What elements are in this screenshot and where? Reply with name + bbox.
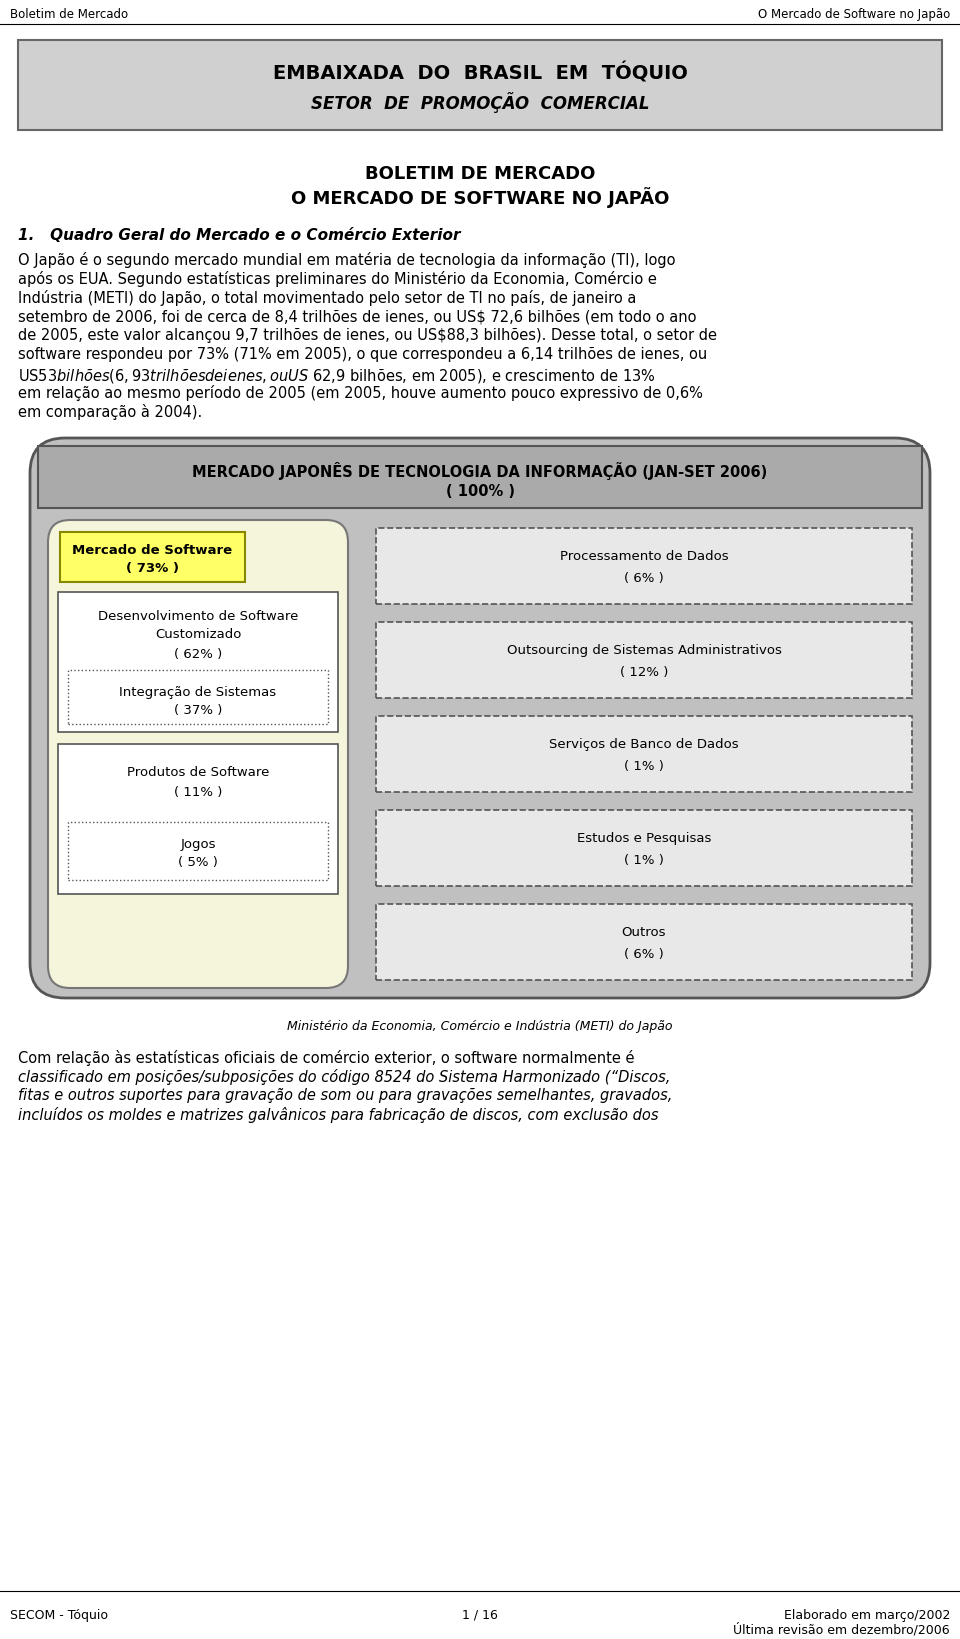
Text: ( 5% ): ( 5% ) — [178, 856, 218, 869]
Text: setembro de 2006, foi de cerca de 8,4 trilhões de ienes, ou US$ 72,6 bilhões (em: setembro de 2006, foi de cerca de 8,4 tr… — [18, 310, 697, 325]
FancyBboxPatch shape — [58, 744, 338, 893]
Text: ( 6% ): ( 6% ) — [624, 947, 664, 960]
Text: Desenvolvimento de Software: Desenvolvimento de Software — [98, 610, 299, 623]
FancyBboxPatch shape — [48, 520, 348, 988]
FancyBboxPatch shape — [60, 533, 245, 582]
Text: Estudos e Pesquisas: Estudos e Pesquisas — [577, 833, 711, 846]
Text: ( 6% ): ( 6% ) — [624, 572, 664, 585]
Text: Customizado: Customizado — [155, 628, 241, 641]
FancyBboxPatch shape — [68, 670, 328, 724]
Text: ( 73% ): ( 73% ) — [126, 562, 179, 575]
Text: em comparação à 2004).: em comparação à 2004). — [18, 403, 203, 420]
Text: Processamento de Dados: Processamento de Dados — [560, 551, 729, 564]
FancyBboxPatch shape — [376, 905, 912, 980]
Text: Indústria (METI) do Japão, o total movimentado pelo setor de TI no país, de jane: Indústria (METI) do Japão, o total movim… — [18, 290, 636, 306]
Text: ( 100% ): ( 100% ) — [445, 484, 515, 498]
Text: Boletim de Mercado: Boletim de Mercado — [10, 8, 128, 21]
Text: 1.   Quadro Geral do Mercado e o Comércio Exterior: 1. Quadro Geral do Mercado e o Comércio … — [18, 228, 461, 243]
Text: Jogos: Jogos — [180, 838, 216, 851]
Text: Elaborado em março/2002: Elaborado em março/2002 — [783, 1609, 950, 1623]
FancyBboxPatch shape — [376, 810, 912, 887]
Text: Ministério da Economia, Comércio e Indústria (METI) do Japão: Ministério da Economia, Comércio e Indús… — [287, 1019, 673, 1033]
Text: ( 1% ): ( 1% ) — [624, 760, 664, 774]
Text: Última revisão em dezembro/2006: Última revisão em dezembro/2006 — [733, 1623, 950, 1636]
Text: Produtos de Software: Produtos de Software — [127, 765, 269, 779]
FancyBboxPatch shape — [18, 39, 942, 129]
Text: O MERCADO DE SOFTWARE NO JAPÃO: O MERCADO DE SOFTWARE NO JAPÃO — [291, 187, 669, 208]
Text: MERCADO JAPONÊS DE TECNOLOGIA DA INFORMAÇÃO (JAN-SET 2006): MERCADO JAPONÊS DE TECNOLOGIA DA INFORMA… — [192, 462, 768, 480]
Text: US$ 53 bilhões (6,93 trilhões de ienes, ou  US$ 62,9 bilhões, em 2005), e cresci: US$ 53 bilhões (6,93 trilhões de ienes, … — [18, 365, 656, 385]
Text: classificado em posições/subposições do código 8524 do Sistema Harmonizado (“Dis: classificado em posições/subposições do … — [18, 1069, 670, 1085]
Text: BOLETIM DE MERCADO: BOLETIM DE MERCADO — [365, 166, 595, 184]
Text: ( 62% ): ( 62% ) — [174, 647, 222, 661]
Text: EMBAIXADA  DO  BRASIL  EM  TÓQUIO: EMBAIXADA DO BRASIL EM TÓQUIO — [273, 62, 687, 84]
Text: Serviços de Banco de Dados: Serviços de Banco de Dados — [549, 738, 739, 751]
Text: Mercado de Software: Mercado de Software — [72, 544, 232, 557]
Text: fitas e outros suportes para gravação de som ou para gravações semelhantes, grav: fitas e outros suportes para gravação de… — [18, 1088, 672, 1103]
Text: Outros: Outros — [622, 926, 666, 939]
Text: ( 11% ): ( 11% ) — [174, 787, 222, 798]
FancyBboxPatch shape — [38, 446, 922, 508]
FancyBboxPatch shape — [30, 438, 930, 998]
FancyBboxPatch shape — [68, 823, 328, 880]
Text: ( 12% ): ( 12% ) — [620, 665, 668, 679]
Text: após os EUA. Segundo estatísticas preliminares do Ministério da Economia, Comérc: após os EUA. Segundo estatísticas prelim… — [18, 270, 657, 287]
FancyBboxPatch shape — [376, 621, 912, 698]
Text: em relação ao mesmo período de 2005 (em 2005, houve aumento pouco expressivo de : em relação ao mesmo período de 2005 (em … — [18, 385, 703, 402]
Text: Integração de Sistemas: Integração de Sistemas — [119, 687, 276, 698]
Text: SETOR  DE  PROMOÇÃO  COMERCIAL: SETOR DE PROMOÇÃO COMERCIAL — [311, 92, 649, 113]
FancyBboxPatch shape — [58, 592, 338, 733]
Text: de 2005, este valor alcançou 9,7 trilhões de ienes, ou US$88,3 bilhões). Desse t: de 2005, este valor alcançou 9,7 trilhõe… — [18, 328, 717, 343]
FancyBboxPatch shape — [376, 528, 912, 605]
Text: O Mercado de Software no Japão: O Mercado de Software no Japão — [757, 8, 950, 21]
FancyBboxPatch shape — [376, 716, 912, 792]
Text: 1 / 16: 1 / 16 — [462, 1609, 498, 1623]
Text: ( 1% ): ( 1% ) — [624, 854, 664, 867]
Text: Com relação às estatísticas oficiais de comércio exterior, o software normalment: Com relação às estatísticas oficiais de … — [18, 1051, 635, 1065]
Text: SECOM - Tóquio: SECOM - Tóquio — [10, 1609, 108, 1623]
Text: ( 37% ): ( 37% ) — [174, 705, 222, 716]
Text: Outsourcing de Sistemas Administrativos: Outsourcing de Sistemas Administrativos — [507, 644, 781, 657]
Text: incluídos os moldes e matrizes galvânicos para fabricação de discos, com exclusã: incluídos os moldes e matrizes galvânico… — [18, 1106, 659, 1123]
Text: O Japão é o segundo mercado mundial em matéria de tecnologia da informação (TI),: O Japão é o segundo mercado mundial em m… — [18, 252, 676, 269]
Text: software respondeu por 73% (71% em 2005), o que correspondeu a 6,14 trilhões de : software respondeu por 73% (71% em 2005)… — [18, 347, 708, 362]
